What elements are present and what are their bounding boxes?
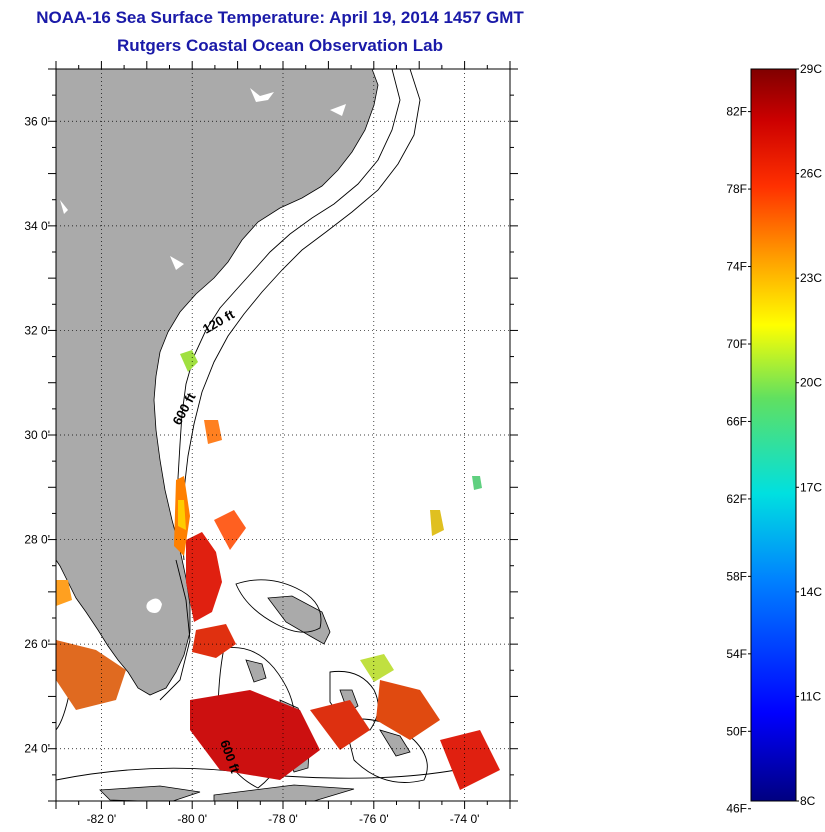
colorbar-fahrenheit-label: 70F [726,337,747,351]
colorbar-fahrenheit-label: 78F [726,182,747,196]
map-subtitle: Rutgers Coastal Ocean Observation Lab [117,36,443,55]
map-title: NOAA-16 Sea Surface Temperature: April 1… [36,8,524,27]
colorbar [750,68,797,802]
lat-tick-label: 30 0' [24,428,50,442]
colorbar-fahrenheit-label: 74F [726,260,747,274]
colorbar-celsius-label: 29C [800,62,822,76]
lat-tick-label: 26 0' [24,637,50,651]
colorbar-fahrenheit-label: 46F [726,802,747,816]
lat-tick-label: 28 0' [24,533,50,547]
colorbar-celsius-label: 11C [800,689,821,703]
lon-tick-label: -78 0' [268,812,298,826]
colorbar-celsius-label: 8C [800,794,816,808]
colorbar-fahrenheit-label: 62F [726,492,747,506]
lon-axis-labels: -82 0' -80 0' -78 0' -76 0' -74 0' [87,812,480,826]
colorbar-celsius-label: 23C [800,271,822,285]
sst-data [56,350,500,790]
colorbar-fahrenheit-label: 58F [726,569,747,583]
lon-tick-label: -74 0' [450,812,480,826]
lat-tick-label: 34 0' [24,219,50,233]
colorbar-fahrenheit-label: 50F [726,724,747,738]
lat-tick-label: 32 0' [24,323,50,337]
lat-axis-labels: 24 0' 26 0' 28 0' 30 0' 32 0' 34 0' 36 0' [24,114,50,755]
colorbar-fahrenheit-label: 66F [726,414,747,428]
colorbar-fahrenheit-label: 54F [726,647,747,661]
colorbar-celsius-label: 26C [800,167,822,181]
land-mainland [56,69,379,696]
lon-tick-label: -80 0' [177,812,207,826]
lon-tick-label: -76 0' [359,812,389,826]
colorbar-celsius-label: 20C [800,376,822,390]
lat-tick-label: 36 0' [24,114,50,128]
colorbar-labels: 29C 26C 23C 20C 17C 14C 11C 8C 82F 78F 74F 70F 66F 62… [726,62,822,816]
lake-okeechobee [146,598,162,613]
lat-tick-label: 24 0' [24,742,50,756]
lon-tick-label: -82 0' [87,812,117,826]
colorbar-celsius-label: 17C [800,480,822,494]
axis-ticks [48,61,518,809]
colorbar-fahrenheit-label: 82F [726,105,747,119]
colorbar-celsius-label: 14C [800,585,822,599]
